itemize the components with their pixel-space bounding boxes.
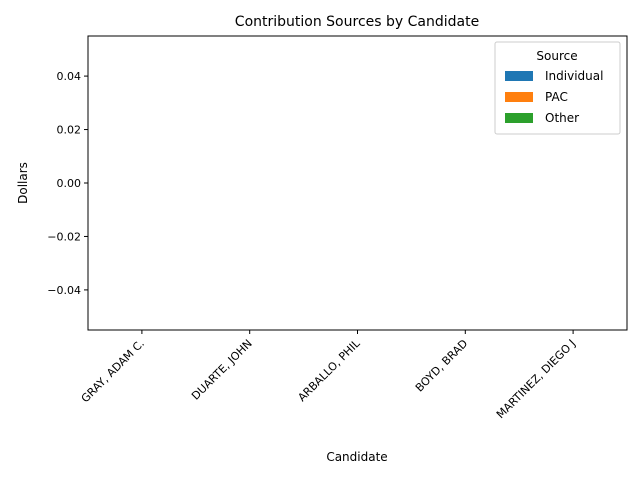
legend-title: Source [536,49,577,63]
chart-title: Contribution Sources by Candidate [235,14,479,30]
y-tick-label: −0.04 [47,284,81,297]
legend-swatch-individual [505,71,533,81]
legend-frame [494,41,621,135]
legend-swatch-pac [505,92,533,102]
y-tick-label: 0.00 [57,177,82,190]
y-axis: −0.04 −0.02 0.00 0.02 0.04 [47,70,88,297]
legend-entries: Individual PAC Other [505,69,603,125]
legend: Source Individual PAC Other [494,41,621,135]
legend-label-other: Other [545,111,579,125]
legend-swatch-other [505,113,533,123]
y-tick-label: −0.02 [47,230,81,243]
legend-label-pac: PAC [545,90,568,104]
y-tick-label: 0.04 [57,70,82,83]
y-tick-label: 0.02 [57,124,82,137]
legend-label-individual: Individual [545,69,603,83]
y-axis-label: Dollars [16,162,30,204]
x-axis-label: Candidate [326,450,387,464]
